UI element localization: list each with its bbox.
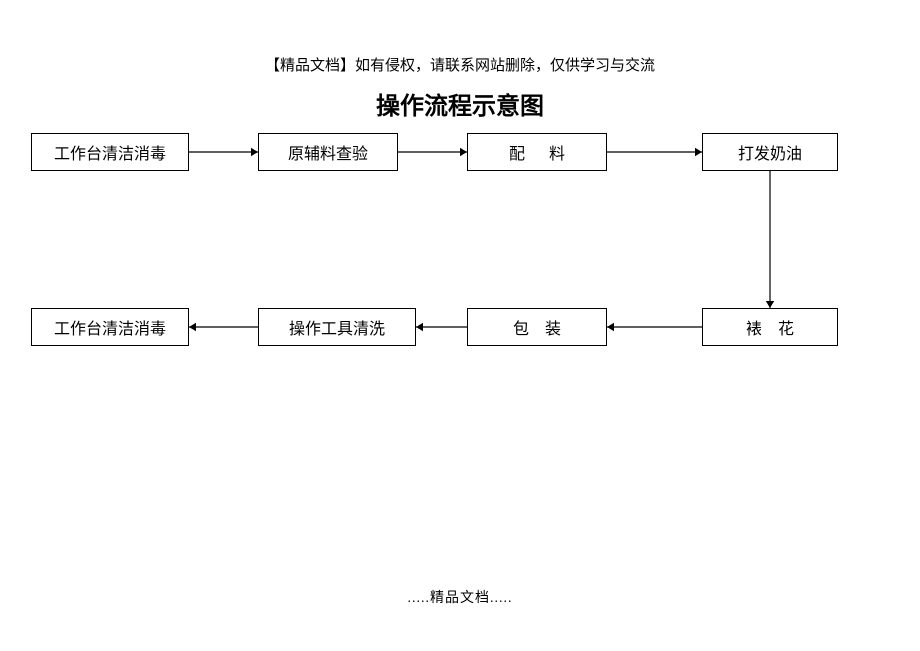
flow-node-n3: 配 料 [467,133,607,171]
flow-node-n8: 工作台清洁消毒 [31,308,189,346]
footer-note: .....精品文档..... [0,587,920,607]
flow-node-n5: 裱 花 [702,308,838,346]
flow-node-n4: 打发奶油 [702,133,838,171]
header-note: 【精品文档】如有侵权，请联系网站删除，仅供学习与交流 [0,54,920,75]
flow-node-n6: 包 装 [467,308,607,346]
flow-node-n7: 操作工具清洗 [258,308,416,346]
flow-node-n2: 原辅料查验 [258,133,398,171]
flow-node-n1: 工作台清洁消毒 [31,133,189,171]
diagram-title: 操作流程示意图 [0,86,920,121]
